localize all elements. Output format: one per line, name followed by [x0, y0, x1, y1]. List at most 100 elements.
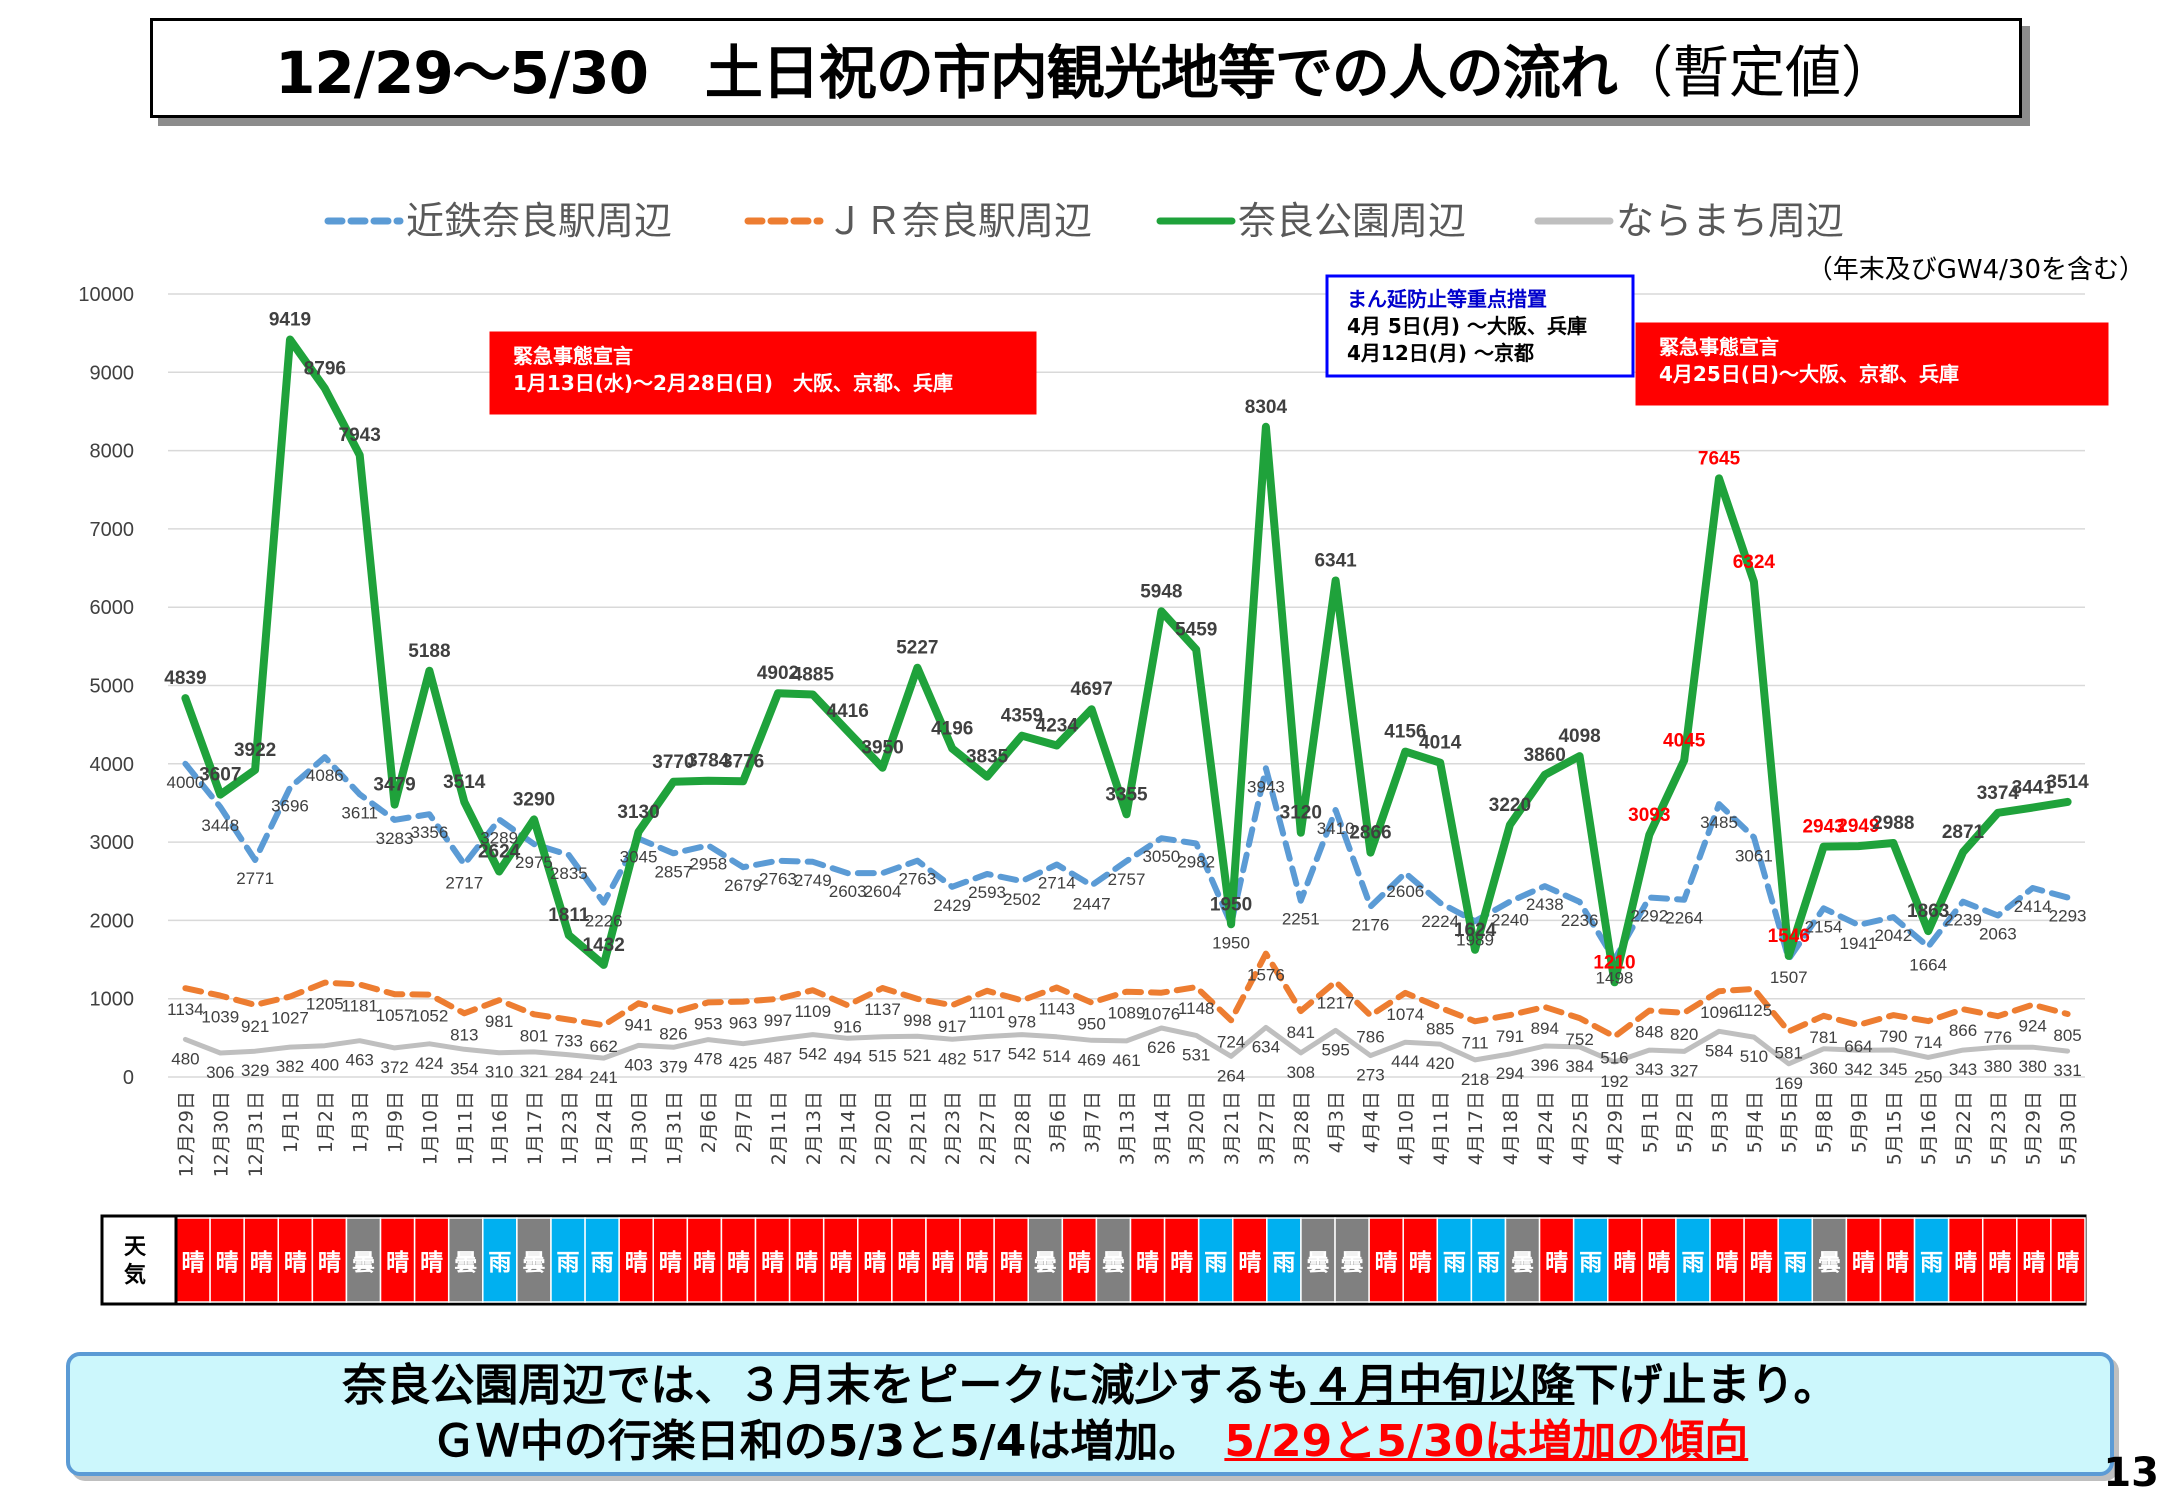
weather-text: 晴	[318, 1250, 341, 1276]
data-label: 343	[1949, 1060, 1977, 1079]
data-label: 3860	[1524, 745, 1566, 766]
data-label: 2749	[794, 871, 832, 890]
data-label: 733	[555, 1032, 583, 1051]
weather-text: 雨	[1784, 1250, 1807, 1276]
data-label: 3374	[1977, 783, 2020, 804]
y-tick-label: 10000	[78, 284, 134, 306]
weather-text: 雨	[1681, 1250, 1704, 1276]
data-label: 1027	[271, 1009, 309, 1028]
data-label: 372	[380, 1058, 408, 1077]
weather-text: 晴	[420, 1250, 443, 1276]
data-label: 2176	[1352, 916, 1390, 935]
data-label: 444	[1391, 1052, 1419, 1071]
x-tick-label: 4月4日	[1360, 1091, 1382, 1153]
y-tick-label: 6000	[90, 597, 135, 619]
data-label: 3784	[687, 751, 730, 772]
data-label: 581	[1775, 1044, 1803, 1063]
data-label: 515	[868, 1047, 896, 1066]
data-label: 626	[1147, 1038, 1175, 1057]
x-tick-label: 4月24日	[1535, 1091, 1557, 1165]
data-label: 510	[1740, 1047, 1768, 1066]
data-label: 284	[555, 1065, 583, 1084]
x-tick-label: 3月13日	[1117, 1091, 1139, 1165]
data-label: 1074	[1386, 1005, 1424, 1024]
annotation-box	[489, 331, 1037, 415]
data-label: 294	[1496, 1064, 1524, 1083]
data-label: 4014	[1419, 733, 1462, 754]
x-tick-label: 2月14日	[838, 1091, 860, 1165]
weather-text: 晴	[1170, 1250, 1193, 1276]
weather-text: 晴	[1954, 1250, 1977, 1276]
weather-cell	[311, 1217, 348, 1303]
weather-text: 雨	[1443, 1250, 1466, 1276]
weather-text: 晴	[761, 1250, 784, 1276]
data-label: 2154	[1805, 917, 1843, 936]
data-label: 2763	[898, 870, 936, 889]
x-tick-label: 3月27日	[1256, 1091, 1278, 1165]
data-label: 866	[1949, 1021, 1977, 1040]
data-label: 941	[624, 1015, 652, 1034]
weather-text: 晴	[795, 1250, 818, 1276]
data-label: 1096	[1700, 1003, 1738, 1022]
summary-line-2: ＧＷ中の行楽日和の5/3と5/4は増加。 5/29と5/30は増加の傾向	[431, 1416, 1749, 1467]
weather-text: 晴	[1136, 1250, 1159, 1276]
data-label: 2771	[236, 869, 274, 888]
data-label: 169	[1775, 1074, 1803, 1093]
data-label: 517	[973, 1047, 1001, 1066]
weather-text: 晴	[1000, 1250, 1023, 1276]
data-label: 3045	[620, 848, 658, 867]
data-label: 463	[346, 1051, 374, 1070]
data-label: 805	[2053, 1026, 2081, 1045]
x-tick-label: 5月1日	[1639, 1091, 1661, 1153]
data-label: 345	[1879, 1060, 1907, 1079]
x-tick-label: 5月8日	[1814, 1091, 1836, 1153]
data-label: 3061	[1735, 846, 1773, 865]
x-tick-label: 2月21日	[907, 1091, 929, 1165]
x-tick-label: 3月28日	[1291, 1091, 1313, 1165]
annotation-text: 4月12日(月) 〜京都	[1347, 341, 1534, 365]
weather-cell	[686, 1217, 723, 1303]
data-label: 1210	[1593, 952, 1635, 973]
data-label: 801	[520, 1026, 548, 1045]
x-tick-label: 5月5日	[1779, 1091, 1801, 1153]
weather-text: 晴	[1375, 1250, 1398, 1276]
weather-text: 晴	[863, 1250, 886, 1276]
data-label: 218	[1461, 1070, 1489, 1089]
weather-text: 晴	[829, 1250, 852, 1276]
x-tick-label: 2月28日	[1012, 1091, 1034, 1165]
weather-text: 晴	[1988, 1250, 2011, 1276]
title-box: 12/29〜5/30 土日祝の市内観光地等での人の流れ （暫定値）	[150, 18, 2022, 118]
data-label: 4697	[1071, 679, 1113, 700]
data-label: 2226	[585, 912, 623, 931]
data-label: 1950	[1212, 933, 1250, 952]
data-label: 1134	[167, 1000, 204, 1019]
weather-cell	[1436, 1217, 1473, 1303]
data-label: 2604	[864, 882, 902, 901]
y-tick-label: 8000	[90, 441, 135, 463]
annotation-text: 緊急事態宣言	[513, 344, 633, 368]
data-label: 791	[1496, 1027, 1524, 1046]
data-label: 360	[1809, 1059, 1837, 1078]
x-tick-label: 4月29日	[1604, 1091, 1626, 1165]
weather-cell	[1163, 1217, 1200, 1303]
data-label: 7943	[339, 425, 381, 446]
data-label: 379	[659, 1057, 687, 1076]
weather-text: 晴	[250, 1250, 273, 1276]
weather-text: 晴	[625, 1250, 648, 1276]
x-tick-label: 5月9日	[1848, 1091, 1870, 1153]
weather-cell	[1811, 1217, 1848, 1303]
x-tick-label: 4月11日	[1430, 1091, 1452, 1165]
x-tick-label: 2月6日	[698, 1091, 720, 1153]
data-label: 3050	[1142, 847, 1180, 866]
data-label: 978	[1008, 1012, 1036, 1031]
data-label: 3514	[2046, 772, 2089, 793]
data-label: 963	[729, 1014, 757, 1033]
data-label: 542	[799, 1045, 827, 1064]
data-label: 2603	[829, 882, 867, 901]
series-line	[181, 335, 2072, 987]
data-label: 4839	[164, 668, 206, 689]
data-label: 921	[241, 1017, 269, 1036]
data-label: 480	[171, 1049, 199, 1068]
data-label: 3696	[271, 797, 309, 816]
data-label: 2292	[1630, 907, 1668, 926]
